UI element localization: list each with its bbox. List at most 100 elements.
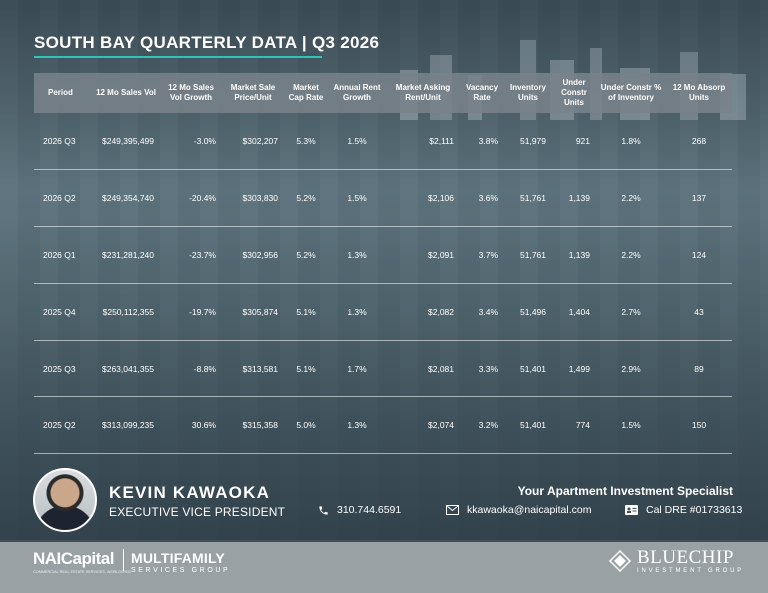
cell-sales-vol: $249,354,740: [102, 193, 154, 204]
cell-absorption: 268: [691, 136, 707, 147]
cell-sales-vol-growth: -23.7%: [189, 249, 216, 260]
cell-asking-rent: $2,091: [428, 249, 454, 260]
cell-inventory: 51,761: [520, 249, 546, 260]
cell-cap-rate: 5.3%: [296, 136, 316, 147]
cell-sales-vol-growth: 30.6%: [191, 420, 216, 431]
cell-sale-price: $305,874: [242, 306, 278, 317]
phone-number: 310.744.6591: [337, 504, 402, 516]
phone-contact[interactable]: 310.744.6591: [318, 504, 401, 516]
cell-vacancy: 3.6%: [478, 193, 498, 204]
cell-sales-vol: $313,099,235: [102, 420, 154, 431]
table-row: 2025 Q4 $250,112,355 -19.7% $305,874 5.1% 1.3…: [34, 283, 732, 341]
table-body: 2026 Q3 $249,395,499 -3.0% $302,207 5.3% 1.5%…: [34, 113, 732, 454]
cell-under-constr: 1,499: [568, 363, 590, 374]
bluechip-logo: BLUECHIP INVESTMENT GROUP: [609, 548, 744, 574]
cell-sale-price: $302,207: [242, 136, 278, 147]
cell-sale-price: $315,358: [242, 420, 278, 431]
column-header-vacancy: Vacancy Rate: [465, 83, 499, 102]
cell-cap-rate: 5.0%: [296, 420, 316, 431]
cell-under-constr: 774: [575, 420, 590, 431]
brand-bar: [0, 542, 768, 593]
agent-name: KEVIN KAWAOKA: [109, 483, 271, 502]
cell-sale-price: $302,956: [242, 249, 278, 260]
cell-sale-price: $303,830: [242, 193, 278, 204]
cell-vacancy: 3.2%: [478, 420, 498, 431]
table-row: 2025 Q2 $313,099,235 30.6% $315,358 5.0% 1.3%…: [34, 397, 732, 454]
bluechip-name: BLUECHIP: [637, 547, 734, 568]
cell-asking-rent: $2,111: [429, 136, 454, 147]
cell-period: 2025 Q4: [43, 306, 76, 317]
cell-asking-rent: $2,082: [428, 306, 454, 317]
email-address: kkawaoka@naicapital.com: [467, 504, 592, 516]
cell-under-constr-pct: 2.7%: [621, 306, 641, 317]
cell-sales-vol-growth: -20.4%: [189, 193, 216, 204]
phone-icon: [319, 505, 328, 515]
envelope-icon: [446, 505, 459, 515]
cell-vacancy: 3.4%: [478, 306, 498, 317]
page-title: SOUTH BAY QUARTERLY DATA | Q3 2026: [34, 33, 380, 52]
cell-asking-rent: $2,106: [428, 193, 454, 204]
cell-rent-growth: 1.5%: [347, 193, 367, 204]
cell-period: 2026 Q2: [43, 193, 76, 204]
bluechip-subtitle: INVESTMENT GROUP: [637, 568, 745, 574]
column-header-sales-vol-growth: 12 Mo Sales Vol Growth: [168, 83, 214, 102]
agent-avatar: [33, 468, 97, 532]
nai-logo-text: NAICapital: [33, 549, 114, 568]
cell-cap-rate: 5.1%: [296, 306, 316, 317]
city-skyline-graphic: [400, 40, 746, 120]
cell-rent-growth: 1.7%: [347, 363, 367, 374]
cell-sales-vol-growth: -19.7%: [189, 306, 216, 317]
nai-logo-tagline: COMMERCIAL REAL ESTATE SERVICES, WORLDWI…: [33, 570, 132, 574]
cell-sales-vol-growth: -3.0%: [193, 136, 216, 147]
title-underline: [34, 56, 322, 58]
id-card-icon: [625, 505, 638, 515]
cell-inventory: 51,979: [520, 136, 546, 147]
logo-divider: [123, 549, 124, 571]
column-header-period: Period: [48, 88, 73, 97]
cell-absorption: 137: [691, 193, 707, 204]
cell-inventory: 51,401: [520, 363, 546, 374]
cell-sales-vol: $231,281,240: [102, 249, 154, 260]
cell-under-constr: 921: [575, 136, 590, 147]
cell-rent-growth: 1.3%: [347, 306, 367, 317]
cell-under-constr-pct: 1.8%: [621, 136, 641, 147]
column-header-asking-rent: Market Asking Rent/Unit: [395, 83, 451, 102]
cell-sale-price: $313,581: [242, 363, 278, 374]
table-header-row: Period 12 Mo Sales Vol 12 Mo Sales Vol G…: [34, 73, 732, 113]
column-header-under-constr: Under Constr Units: [561, 78, 587, 107]
cell-period: 2026 Q3: [43, 136, 76, 147]
diamond-icon: [609, 550, 631, 572]
multifamily-logo-text: MULTIFAMILY: [131, 550, 225, 566]
cell-under-constr-pct: 2.9%: [621, 363, 641, 374]
cell-asking-rent: $2,081: [428, 363, 454, 374]
column-header-sale-price: Market Sale Price/Unit: [230, 83, 276, 102]
cell-under-constr-pct: 1.5%: [621, 420, 641, 431]
column-header-rent-growth: Annual Rent Growth: [333, 83, 381, 102]
cell-inventory: 51,401: [520, 420, 546, 431]
table-row: 2026 Q3 $249,395,499 -3.0% $302,207 5.3% 1.5%…: [34, 113, 732, 170]
cell-under-constr-pct: 2.2%: [621, 249, 641, 260]
email-contact[interactable]: kkawaoka@naicapital.com: [446, 504, 591, 516]
cell-absorption: 124: [691, 249, 707, 260]
cell-period: 2026 Q1: [43, 249, 76, 260]
cell-vacancy: 3.7%: [478, 249, 498, 260]
cell-under-constr: 1,404: [568, 306, 590, 317]
cell-period: 2025 Q2: [43, 420, 76, 431]
cell-inventory: 51,496: [520, 306, 546, 317]
agent-role: EXECUTIVE VICE PRESIDENT: [109, 505, 286, 519]
table-row: 2026 Q2 $249,354,740 -20.4% $303,830 5.2% 1.5…: [34, 170, 732, 227]
cell-absorption: 43: [694, 306, 704, 317]
cell-cap-rate: 5.2%: [296, 193, 316, 204]
cell-rent-growth: 1.5%: [347, 136, 367, 147]
cell-under-constr-pct: 2.2%: [621, 193, 641, 204]
column-header-sales-vol: 12 Mo Sales Vol: [96, 88, 156, 97]
cell-inventory: 51,761: [520, 193, 546, 204]
column-header-absorption: 12 Mo Absorp Units: [672, 83, 726, 102]
cell-rent-growth: 1.3%: [347, 420, 367, 431]
cell-vacancy: 3.8%: [478, 136, 498, 147]
cell-asking-rent: $2,074: [428, 420, 454, 431]
cell-absorption: 150: [691, 420, 707, 431]
license-info: Cal DRE #01733613: [625, 504, 742, 516]
cell-rent-growth: 1.3%: [347, 249, 367, 260]
cell-cap-rate: 5.1%: [296, 363, 316, 374]
